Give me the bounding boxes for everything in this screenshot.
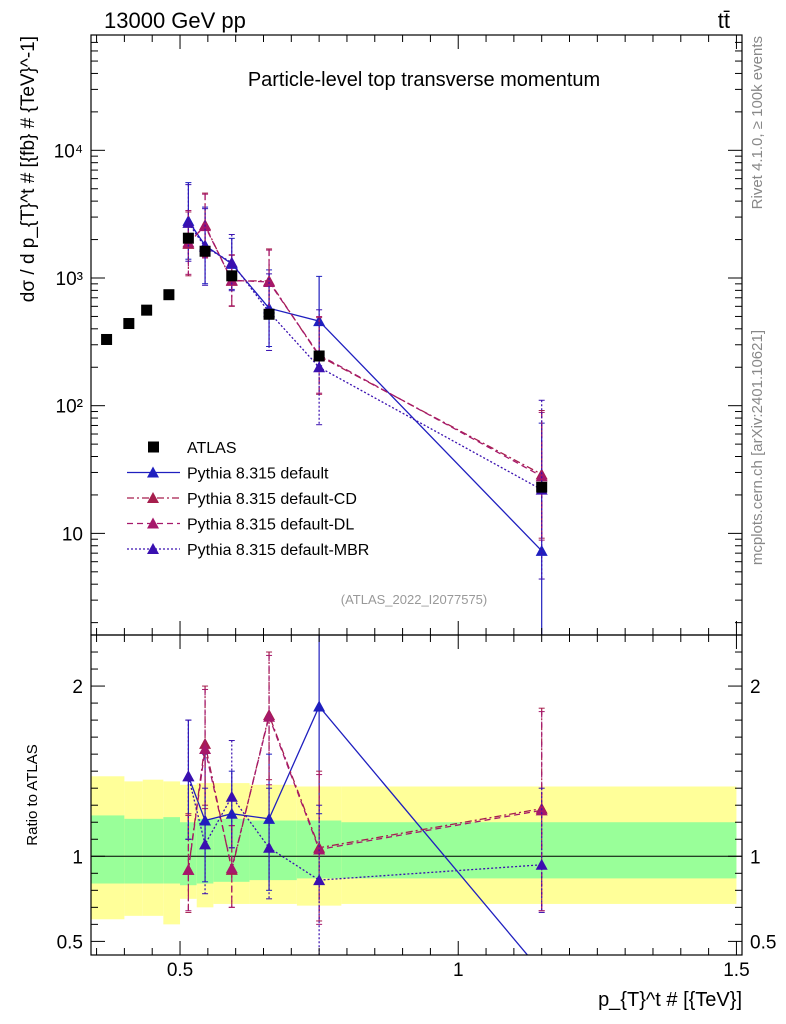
ratio-series-marker — [263, 812, 276, 824]
inner-band-segment — [91, 815, 125, 884]
ratio-tick-label-right: 1 — [750, 847, 761, 868]
ratio-series-marker — [199, 814, 212, 826]
side-label-bottom: mcplots.cern.ch [arXiv:2401.10621] — [749, 330, 766, 565]
main-series-layer — [101, 182, 548, 636]
ratio-y-axis-label: Ratio to ATLAS — [24, 744, 41, 845]
ratio-series-marker — [199, 743, 212, 755]
ratio-series-marker — [263, 841, 276, 853]
inner-band-segment — [142, 818, 164, 884]
ratio-series-marker — [182, 863, 195, 875]
legend-marker — [147, 466, 159, 478]
main-series-marker — [225, 256, 238, 268]
atlas-data-marker — [123, 318, 135, 330]
atlas-data-marker — [101, 333, 113, 345]
legend-label: Pythia 8.315 default-DL — [187, 517, 354, 534]
header-right-label: tt̄ — [718, 8, 730, 33]
analysis-label: (ATLAS_2022_I2077575) — [341, 592, 487, 607]
ratio-series-marker — [225, 790, 238, 802]
legend-label: ATLAS — [187, 440, 237, 457]
y-tick-label: 10⁴ — [54, 141, 83, 162]
ratio-series-marker — [182, 770, 195, 782]
inner-band-segment — [124, 818, 143, 884]
ratio-tick-label-right: 2 — [750, 677, 761, 698]
legend-label: Pythia 8.315 default-CD — [187, 491, 357, 508]
atlas-data-marker — [182, 232, 194, 244]
main-series-marker — [535, 544, 548, 556]
y-tick-label: 10² — [56, 397, 83, 418]
axes-layer: 0.5 1 1.5 10 10² 10³ 10⁴ 0.5 0.5 1 1 2 2 — [54, 34, 776, 981]
ratio-frame — [90, 634, 743, 956]
main-series-line — [187, 220, 543, 552]
inner-band-segment — [163, 817, 181, 884]
main-series-line — [187, 222, 543, 491]
ratio-series-line — [187, 714, 542, 870]
x-tick-label: 0.5 — [167, 960, 193, 981]
legend-label: Pythia 8.315 default-MBR — [187, 542, 369, 559]
header-left-label: 13000 GeV pp — [104, 8, 246, 33]
ratio-series-marker — [313, 874, 326, 886]
ratio-series-layer — [182, 635, 548, 955]
main-series-marker — [182, 216, 195, 228]
ratio-series-marker — [535, 858, 548, 870]
main-series-marker — [535, 470, 548, 482]
ratio-tick-label-left: 0.5 — [57, 932, 83, 953]
ratio-series-marker — [313, 843, 326, 855]
atlas-data-marker — [313, 350, 325, 362]
ratio-series-marker — [199, 838, 212, 850]
atlas-data-marker — [163, 289, 175, 301]
ratio-series-marker — [313, 700, 326, 712]
atlas-data-marker — [536, 481, 548, 493]
main-series-line — [187, 223, 542, 475]
x-tick-label: 1 — [453, 960, 464, 981]
x-axis-label: p_{T}^t # [{TeV}] — [598, 989, 742, 1011]
ratio-series-marker — [225, 862, 238, 874]
inner-band-segment — [341, 822, 737, 879]
atlas-data-marker — [141, 304, 153, 316]
main-y-axis-label: dσ / d p_{T}^t # [{fb} # {TeV}^-1] — [18, 36, 39, 302]
legend-marker — [147, 517, 159, 529]
legend: ATLAS Pythia 8.315 default Pythia 8.315 de… — [127, 440, 369, 559]
x-tick-label: 1.5 — [723, 960, 749, 981]
y-tick-label: 10 — [62, 524, 83, 545]
legend-label: Pythia 8.315 default — [187, 466, 329, 483]
ratio-series-line — [187, 705, 529, 955]
legend-marker — [148, 441, 159, 453]
ratio-series-marker — [263, 710, 276, 722]
atlas-data-marker — [263, 308, 275, 320]
legend-marker — [147, 492, 159, 503]
side-label-top: Rivet 4.1.0, ≥ 100k events — [749, 36, 766, 209]
ratio-series-line — [187, 776, 542, 881]
y-tick-label: 10³ — [56, 269, 83, 290]
ratio-tick-label-right: 0.5 — [750, 932, 776, 953]
ratio-tick-label-left: 1 — [72, 847, 83, 868]
main-series-marker — [263, 276, 276, 288]
ratio-tick-label-left: 2 — [72, 677, 83, 698]
atlas-data-marker — [226, 270, 238, 282]
atlas-data-marker — [199, 245, 211, 257]
main-series-line — [187, 224, 543, 477]
main-series-marker — [313, 361, 326, 373]
legend-marker — [147, 543, 159, 554]
main-title: Particle-level top transverse momentum — [248, 69, 600, 91]
